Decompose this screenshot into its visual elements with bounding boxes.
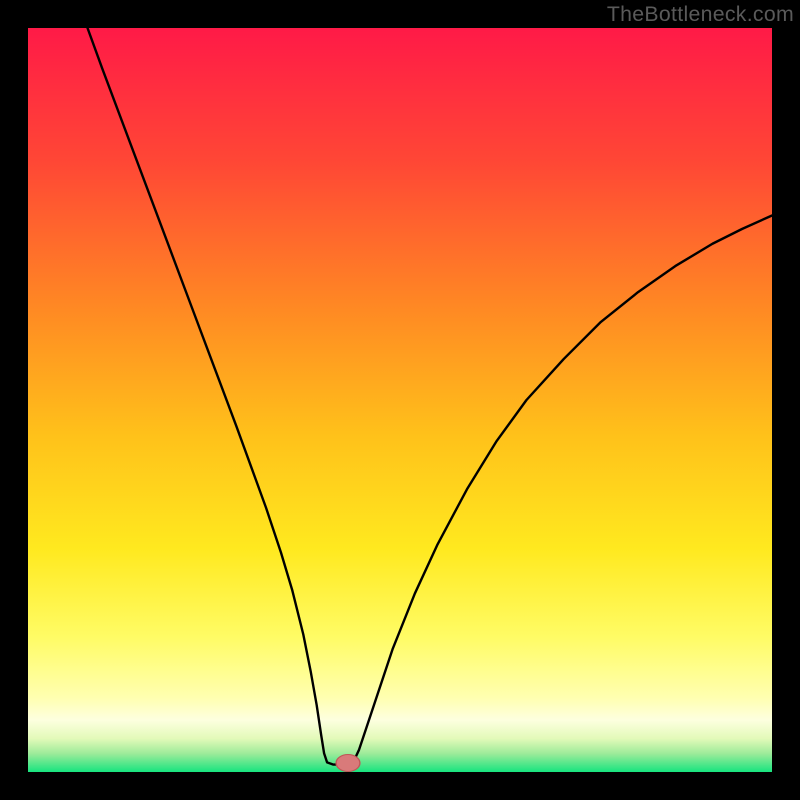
current-config-marker — [335, 754, 360, 772]
bottleneck-curve — [0, 0, 800, 800]
chart-outer-frame: TheBottleneck.com — [0, 0, 800, 800]
watermark-text: TheBottleneck.com — [607, 2, 794, 27]
bottleneck-curve-path — [88, 28, 772, 765]
